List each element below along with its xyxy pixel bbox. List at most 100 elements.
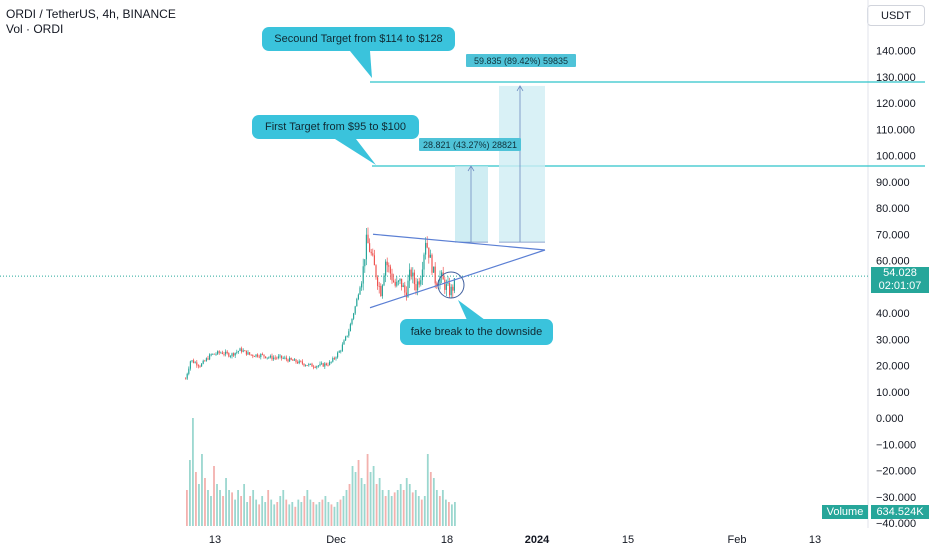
currency-button[interactable]: USDT: [867, 5, 925, 26]
candle-body: [314, 367, 316, 368]
candle-body: [418, 281, 420, 285]
volume-bar: [207, 490, 209, 526]
volume-bar: [426, 454, 429, 526]
x-tick-label: Dec: [326, 534, 346, 546]
volume-bar: [348, 484, 351, 526]
candle-body: [245, 350, 247, 355]
volume-bar: [375, 484, 378, 526]
candle-body: [410, 269, 412, 277]
candle-body: [308, 364, 310, 366]
candle-body: [247, 352, 249, 355]
volume-bar: [399, 484, 402, 526]
volume-bar: [441, 490, 444, 526]
candle-body: [426, 242, 428, 248]
candle-body: [311, 363, 313, 367]
volume-bar: [378, 478, 381, 526]
y-tick-label: 90.000: [876, 177, 910, 189]
volume-bar: [195, 472, 197, 526]
candle-body: [429, 254, 431, 258]
candle-body: [289, 357, 291, 362]
candle-body: [321, 363, 323, 365]
second-target-pointer: [350, 51, 372, 78]
first-target-pointer: [335, 139, 376, 165]
volume-bar: [321, 499, 324, 526]
volume-bar: [303, 496, 306, 526]
candle-body: [412, 272, 414, 277]
y-tick-label: 10.000: [876, 387, 910, 399]
candle-body: [186, 373, 188, 379]
candle-body: [269, 355, 271, 358]
candle-body: [399, 278, 401, 281]
volume-bar: [216, 484, 218, 526]
volume-bar: [384, 496, 387, 526]
candle-body: [244, 350, 246, 352]
x-tick-label: 2024: [525, 534, 550, 546]
volume-bar: [246, 502, 249, 526]
candle-body: [381, 285, 383, 297]
candle-body: [193, 360, 195, 363]
volume-bar: [414, 490, 417, 526]
volume-bar: [393, 492, 396, 526]
candle-body: [356, 299, 358, 307]
candle-body: [194, 362, 196, 364]
candle-body: [370, 251, 372, 254]
candle-body: [212, 353, 214, 355]
candle-body: [441, 272, 443, 277]
candle-body: [337, 352, 339, 358]
candle-body: [287, 359, 289, 362]
last-price-label: 54.028: [871, 267, 929, 280]
volume-bar: [282, 490, 285, 526]
candle-body: [218, 351, 220, 353]
volume-bar: [279, 496, 282, 526]
countdown-label: 02:01:07: [871, 280, 929, 293]
volume-bar: [270, 499, 273, 526]
candle-body: [348, 331, 350, 336]
volume-bar: [366, 454, 369, 526]
volume-bar: [444, 499, 447, 526]
candle-body: [293, 359, 295, 361]
volume-bar: [336, 502, 339, 526]
candle-body: [268, 357, 270, 359]
volume-bar: [369, 472, 372, 526]
candle-body: [220, 352, 222, 354]
candle-body: [249, 352, 251, 355]
candle-body: [359, 287, 361, 295]
candle-body: [388, 265, 390, 267]
candle-body: [325, 363, 327, 365]
volume-bar: [312, 502, 315, 526]
y-tick-label: 0.000: [876, 413, 904, 425]
fake-break-callout: fake break to the downside: [400, 319, 553, 345]
candle-body: [396, 281, 398, 286]
y-tick-label: 100.000: [876, 151, 916, 163]
y-tick-label: 70.000: [876, 229, 910, 241]
candle-body: [380, 286, 382, 297]
candle-body: [205, 358, 207, 361]
candle-body: [204, 360, 206, 362]
candle-body: [391, 273, 393, 281]
volume-bar: [240, 496, 243, 526]
volume-bar: [345, 490, 348, 526]
volume-bar: [318, 502, 321, 526]
candle-body: [349, 324, 351, 332]
volume-bar: [342, 496, 345, 526]
volume-bar: [429, 472, 432, 526]
volume-bar: [231, 492, 233, 526]
candle-body: [215, 353, 217, 355]
candle-body: [228, 353, 230, 357]
candle-body: [301, 361, 303, 364]
candle-body: [367, 234, 369, 244]
candle-body: [309, 363, 311, 365]
candle-body: [354, 306, 356, 314]
volume-bar: [438, 496, 441, 526]
candle-body: [213, 353, 215, 355]
volume-bar: [417, 496, 420, 526]
triangle-upper-line: [372, 233, 546, 251]
volume-bar: [387, 490, 390, 526]
y-tick-label: 110.000: [876, 124, 915, 136]
candle-body: [313, 366, 315, 368]
candle-body: [445, 284, 447, 290]
candle-body: [234, 352, 236, 356]
candle-body: [383, 275, 385, 286]
candle-body: [335, 357, 337, 359]
